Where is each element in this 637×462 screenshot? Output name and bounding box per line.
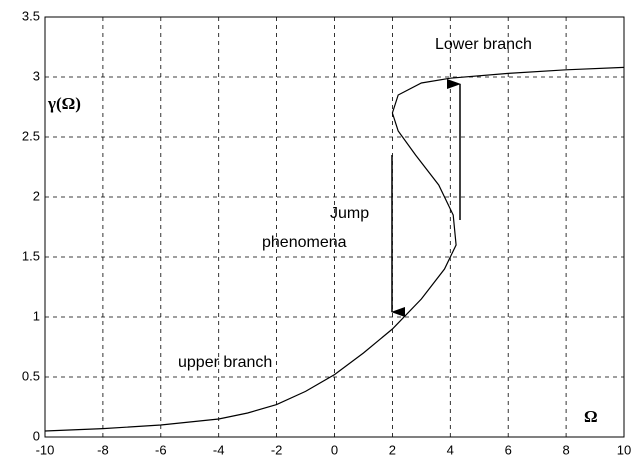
y-tick-label: 3 [33, 68, 40, 83]
x-tick-label: 10 [617, 442, 631, 457]
x-tick-label: -2 [271, 442, 283, 457]
y-tick-label: 3.5 [22, 8, 40, 23]
x-axis-label: Ω [584, 407, 598, 426]
x-tick-label: -10 [36, 442, 55, 457]
annotation: phenomena [262, 234, 347, 251]
annotation: upper branch [178, 354, 272, 371]
y-tick-label: 0.5 [22, 368, 40, 383]
y-tick-label: 1.5 [22, 248, 40, 263]
annotation: Jump [330, 205, 369, 222]
y-tick-label: 2 [33, 188, 40, 203]
x-tick-label: 0 [331, 442, 338, 457]
line [44, 66, 625, 432]
annotation: Lower branch [435, 36, 532, 53]
y-axis-label: γ(Ω) [47, 94, 81, 113]
x-tick-label: 2 [389, 442, 396, 457]
x-tick-label: 8 [562, 442, 569, 457]
x-tick-label: -4 [213, 442, 225, 457]
x-tick-label: -8 [97, 442, 109, 457]
x-tick-label: -6 [155, 442, 167, 457]
y-tick-label: 1 [33, 308, 40, 323]
x-tick-label: 4 [447, 442, 454, 457]
y-tick-label: 0 [33, 428, 40, 443]
x-tick-label: 6 [505, 442, 512, 457]
y-tick-label: 2.5 [22, 128, 40, 143]
